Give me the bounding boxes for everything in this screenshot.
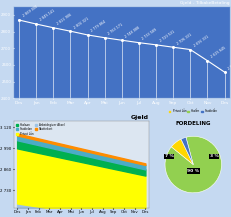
Text: 2 557 370: 2 557 370 [226,57,231,70]
Title: FORDELING: FORDELING [175,121,210,126]
Text: 3 %: 3 % [209,155,218,158]
Text: 2 822 906: 2 822 906 [56,13,72,26]
Text: 2 748 088: 2 748 088 [124,25,140,38]
Text: Gjeld: Gjeld [130,115,148,120]
Text: 2 720 531: 2 720 531 [158,30,174,43]
Text: 7 %: 7 % [164,155,173,158]
Text: 2 779 864: 2 779 864 [90,20,106,33]
Wedge shape [180,137,192,164]
Text: 2 706 331: 2 706 331 [175,32,191,45]
Text: 2 692 331: 2 692 331 [192,35,209,48]
Text: 90 %: 90 % [186,169,198,173]
Wedge shape [171,139,192,164]
Text: 2 802 321: 2 802 321 [73,16,89,29]
Text: 2 625 645: 2 625 645 [209,46,225,59]
Text: 2 845 141: 2 845 141 [39,9,55,22]
Wedge shape [164,136,221,193]
Text: 2 869 000: 2 869 000 [22,5,38,18]
Text: 2 763 171: 2 763 171 [107,23,123,36]
Legend: Privat Lån, Huslån, Studielån: Privat Lån, Huslån, Studielån [168,109,217,114]
Text: Gjeld - TilbakeBetaling: Gjeld - TilbakeBetaling [179,2,229,5]
Text: 2 733 589: 2 733 589 [141,28,157,41]
Legend: Huslaan, Studielan, Privat Lån, Arbeidsgiver Aksel, Skattekort: Huslaan, Studielan, Privat Lån, Arbeidsg… [15,122,65,136]
